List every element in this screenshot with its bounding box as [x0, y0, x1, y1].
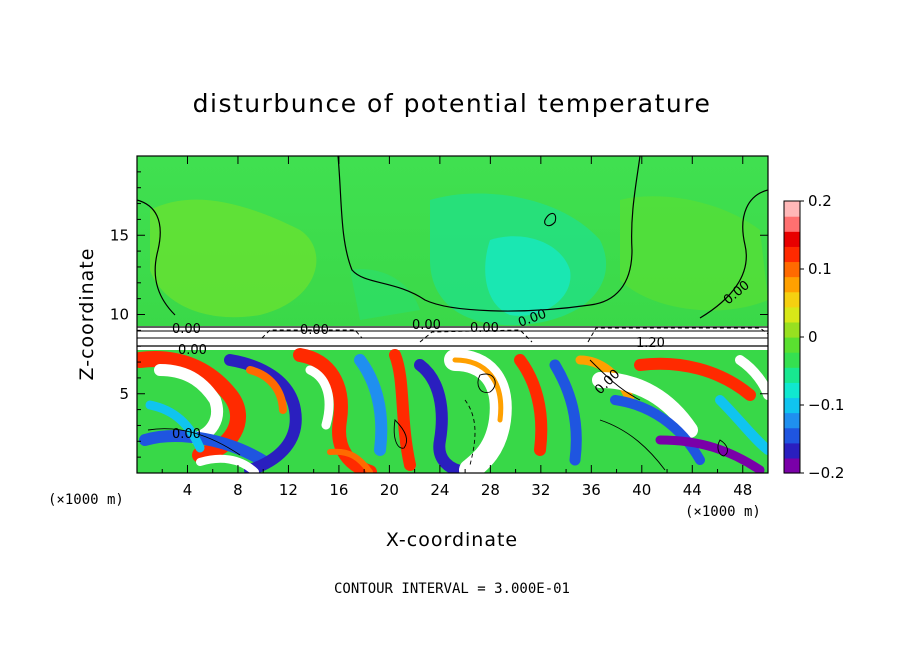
colorbar-swatch [784, 321, 800, 338]
colorbar-swatch [784, 306, 800, 323]
colorbar-tick-label: 0.1 [808, 260, 832, 278]
colorbar-swatch [784, 261, 800, 278]
dashed-contour [419, 329, 533, 343]
colorbar-swatch [784, 367, 800, 383]
x-tick-label: 28 [481, 481, 500, 499]
x-tick-label: 12 [279, 481, 298, 499]
x-tick-label: 32 [531, 481, 550, 499]
colorbar-swatch [784, 352, 800, 368]
y-tick-label: 15 [110, 226, 129, 244]
plot-area [137, 156, 768, 473]
colorbar-swatch [784, 231, 800, 247]
dashed-contour [587, 327, 768, 343]
colorbar-swatch [784, 382, 800, 399]
x-unit-label-right: (×1000 m) [685, 504, 761, 520]
colorbar-swatch [784, 442, 800, 459]
colorbar-swatch [784, 246, 800, 263]
contour-interval-label: CONTOUR INTERVAL = 3.000E-01 [334, 581, 570, 597]
contour-label: 0.00 [470, 321, 499, 336]
x-tick-label: 16 [329, 481, 348, 499]
x-tick-label: 44 [683, 481, 702, 499]
upper-cool-patch [350, 269, 420, 320]
contour-line [544, 212, 557, 227]
y-tick-label: 5 [119, 385, 129, 403]
colorbar-ticks: 0.2 0.1 0 −0.1 −0.2 [800, 192, 844, 482]
contour-label: 0.00 [172, 322, 201, 337]
colorbar-swatch [784, 216, 800, 232]
dashed-contour [261, 329, 363, 339]
upper-cool-patch [485, 236, 571, 316]
x-tick-label: 4 [183, 481, 193, 499]
colorbar-tick-label: 0 [808, 328, 818, 346]
x-tick-label: 8 [233, 481, 243, 499]
x-tick-label: 20 [380, 481, 399, 499]
colorbar-swatch [784, 337, 800, 353]
contour-label: 0.00 [178, 343, 207, 358]
x-axis-label: X-coordinate [386, 529, 518, 551]
colorbar-tick-label: −0.2 [808, 464, 844, 482]
lower-turbulence [137, 348, 768, 473]
x-unit-label-left: (×1000 m) [48, 492, 124, 508]
colorbar-swatch [784, 457, 800, 474]
contour-labels: 0.00 0.00 0.00 0.00 0.00 0.00 0.00 1.20 … [172, 278, 753, 442]
colorbar-swatch [784, 291, 800, 308]
upper-warm-patch [620, 196, 768, 311]
colorbar [783, 200, 801, 474]
chart-title: disturbunce of potential temperature [193, 89, 712, 118]
colorbar-swatch [784, 412, 800, 429]
colorbar-swatch [784, 276, 800, 293]
x-tick-label: 36 [582, 481, 601, 499]
x-tick-label: 40 [632, 481, 651, 499]
contour-line [699, 189, 768, 319]
colorbar-swatch [784, 427, 800, 444]
contour-line [337, 156, 641, 312]
lower-contours [147, 359, 728, 471]
colorbar-tick-label: −0.1 [808, 396, 844, 414]
contour-label: 0.00 [300, 323, 329, 338]
x-tick-label: 24 [430, 481, 449, 499]
colorbar-swatch [784, 201, 800, 217]
contour-line [137, 199, 176, 316]
upper-warm-patch [150, 199, 317, 318]
y-axis-label: Z-coordinate [76, 248, 98, 381]
x-axis: 4 8 12 16 20 24 28 32 36 40 44 48 [161, 156, 752, 499]
contour-label: 0.00 [172, 427, 201, 442]
contour-label: 1.20 [636, 336, 665, 351]
y-axis: 5 10 15 [110, 171, 768, 458]
contour-label: 0.00 [412, 318, 441, 333]
x-tick-label: 48 [733, 481, 752, 499]
y-tick-label: 10 [110, 306, 129, 324]
colorbar-swatch [784, 397, 800, 414]
colorbar-tick-label: 0.2 [808, 192, 832, 210]
